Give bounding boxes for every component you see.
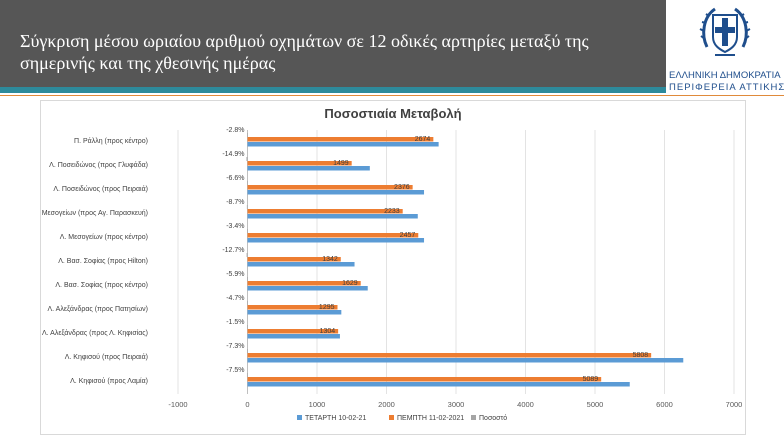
- bar-wednesday: [247, 238, 425, 243]
- legend-entry: ΤΕΤΑΡΤΗ 10-02-21: [305, 415, 366, 422]
- logo-text-line1: ΕΛΛΗΝΙΚΗ ΔΗΜΟΚΡΑΤΙΑ: [669, 70, 781, 81]
- bar-percent: [246, 349, 248, 353]
- bar-percent: [247, 133, 248, 137]
- logo-text-line2: ΠΕΡΙΦΕΡΕΙΑ ΑΤΤΙΚΗΣ: [669, 82, 784, 93]
- percent-label: -3.4%: [226, 223, 244, 230]
- data-label: 1629: [342, 280, 358, 287]
- labels: -1000 0 1000 2000 3000 4000 5000 6000 7000 Π. Ράλ…: [33, 127, 743, 409]
- bar-percent: [247, 325, 248, 329]
- legend-entry: Ποσοστό: [479, 414, 507, 422]
- x-tick-label: 3000: [448, 400, 465, 409]
- accent-bar: [0, 87, 666, 93]
- percent-label: -7.3%: [226, 343, 244, 350]
- category-label: Λ. Βασ. Σοφίας (προς Hilton): [58, 257, 148, 265]
- bar-percent: [247, 301, 248, 305]
- bar-percent: [247, 181, 248, 185]
- bar-percent: [246, 205, 248, 209]
- greek-coat-of-arms-icon: [699, 7, 751, 56]
- bar-chart: Ποσοστιαία Μεταβολή -1000 0 1000 2000 3000 40…: [33, 106, 743, 422]
- data-label: 1295: [319, 304, 335, 311]
- percent-label: -2.8%: [226, 127, 244, 134]
- bar-wednesday: [247, 262, 355, 267]
- percent-label: -14.9%: [222, 151, 244, 158]
- legend: ΤΕΤΑΡΤΗ 10-02-21 ΠΕΜΠΤΗ 11-02-2021 Ποσοστό: [297, 414, 507, 422]
- bar-wednesday: [247, 358, 684, 363]
- data-label: 5089: [583, 376, 599, 383]
- bar-thursday: [247, 257, 341, 262]
- bar-thursday: [247, 281, 361, 286]
- category-label: Λ. Βασ. Σοφίας (προς κέντρο): [55, 281, 148, 289]
- category-label: Λ. Μεσογείων (προς κέντρο): [60, 233, 148, 241]
- x-tick-label: 1000: [309, 400, 326, 409]
- bars: [246, 133, 684, 387]
- bar-percent: [247, 277, 248, 281]
- percent-label: -12.7%: [222, 247, 244, 254]
- bar-wednesday: [247, 214, 418, 219]
- percent-label: -5.9%: [226, 271, 244, 278]
- data-label: 1499: [333, 160, 349, 167]
- chart-title: Ποσοστιαία Μεταβολή: [324, 106, 461, 121]
- data-label: 2233: [384, 208, 400, 215]
- bar-thursday: [247, 377, 602, 382]
- category-label: Λ. Μεσογείων (προς Αγ. Παρασκευή): [41, 209, 148, 217]
- divider-line: [0, 95, 784, 96]
- bar-wednesday: [247, 286, 368, 291]
- data-label: 1342: [322, 256, 338, 263]
- percent-label: -7.5%: [226, 367, 244, 374]
- bar-thursday: [247, 161, 352, 166]
- slide-title: Σύγκριση μέσου ωριαίου αριθμού οχημάτων …: [20, 31, 589, 73]
- category-label: Λ. Κηφισού (προς Πειραιά): [65, 353, 148, 361]
- x-tick-label: 4000: [517, 400, 534, 409]
- x-tick-label: 7000: [726, 400, 743, 409]
- bar-percent: [246, 253, 248, 257]
- x-tick-label: 0: [245, 400, 249, 409]
- data-label: 1304: [320, 328, 336, 335]
- bar-wednesday: [247, 166, 370, 171]
- bar-thursday: [247, 185, 413, 190]
- category-label: Λ. Αλεξάνδρας (προς Πατησίων): [48, 305, 149, 313]
- bar-wednesday: [247, 190, 425, 195]
- category-label: Λ. Αλεξάνδρας (προς Λ. Κηφισίας): [42, 329, 148, 337]
- bar-percent: [246, 157, 248, 161]
- x-tick-label: -1000: [168, 400, 187, 409]
- category-label: Π. Ράλλη (προς κέντρο): [74, 137, 148, 145]
- bar-wednesday: [247, 334, 340, 339]
- percent-label: -8.7%: [226, 199, 244, 206]
- bar-wednesday: [247, 382, 630, 387]
- chart-frame: Ποσοστιαία Μεταβολή -1000 0 1000 2000 3000 40…: [33, 100, 746, 435]
- legend-swatch: [297, 415, 302, 420]
- slide-header: Σύγκριση μέσου ωριαίου αριθμού οχημάτων …: [0, 0, 666, 87]
- bar-thursday: [247, 209, 403, 214]
- bar-percent: [247, 229, 248, 233]
- category-label: Λ. Ποσειδώνος (προς Γλυφάδα): [49, 161, 148, 169]
- legend-entry: ΠΕΜΠΤΗ 11-02-2021: [397, 415, 464, 422]
- x-tick-label: 2000: [378, 400, 395, 409]
- category-label: Λ. Ποσειδώνος (προς Πειραιά): [53, 185, 148, 193]
- data-label: 2376: [394, 184, 410, 191]
- percent-label: -1.5%: [226, 319, 244, 326]
- bar-thursday: [247, 233, 419, 238]
- logo: ΕΛΛΗΝΙΚΗ ΔΗΜΟΚΡΑΤΙΑ ΠΕΡΙΦΕΡΕΙΑ ΑΤΤΙΚΗΣ: [666, 0, 784, 95]
- bar-thursday: [247, 353, 652, 358]
- bar-thursday: [247, 329, 339, 334]
- bar-wednesday: [247, 310, 342, 315]
- data-label: 2457: [400, 232, 416, 239]
- bar-wednesday: [247, 142, 439, 147]
- bar-thursday: [247, 137, 434, 142]
- legend-swatch: [389, 415, 394, 420]
- x-tick-label: 5000: [587, 400, 604, 409]
- percent-label: -6.6%: [226, 175, 244, 182]
- data-label: 2674: [415, 136, 431, 143]
- category-label: Λ. Κηφισού (προς Λαμία): [70, 377, 148, 385]
- legend-swatch: [471, 415, 476, 420]
- x-tick-label: 6000: [656, 400, 673, 409]
- percent-label: -4.7%: [226, 295, 244, 302]
- data-label: 5808: [633, 352, 649, 359]
- bar-percent: [246, 373, 248, 377]
- bar-thursday: [247, 305, 338, 310]
